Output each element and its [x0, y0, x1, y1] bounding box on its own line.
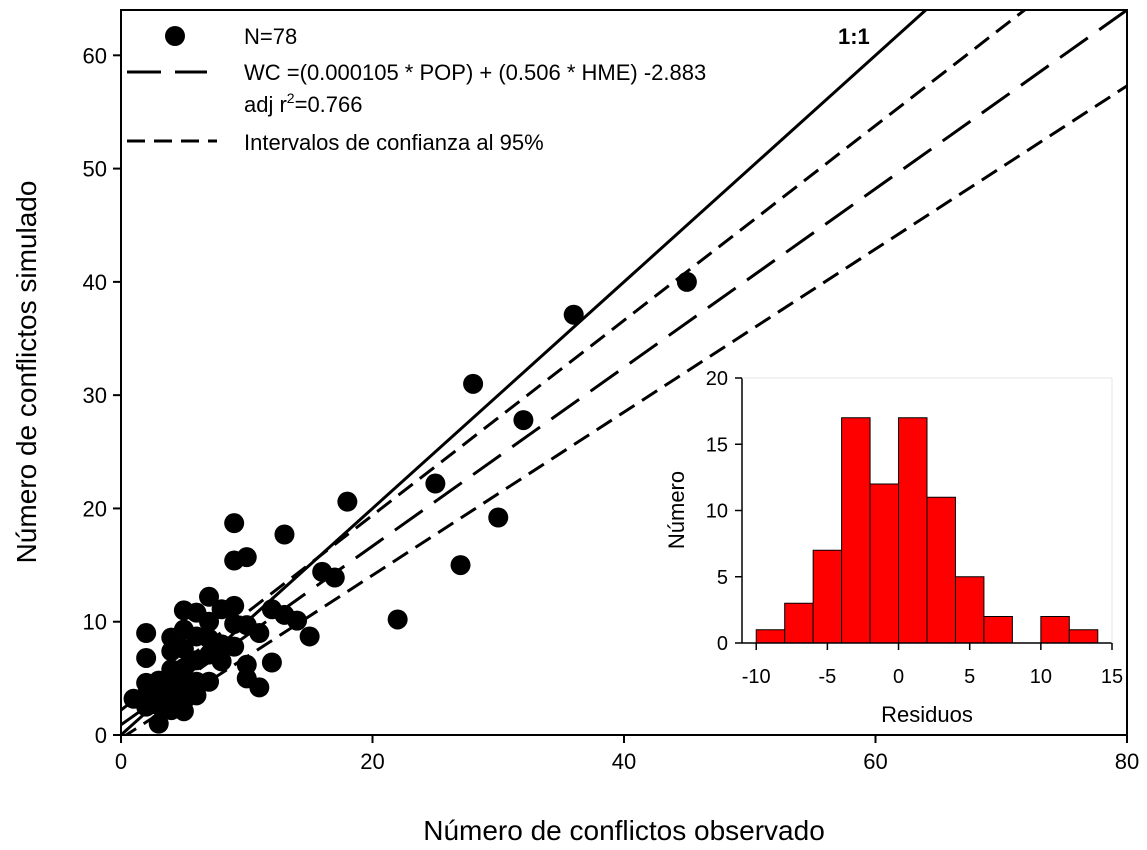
data-point [274, 524, 295, 545]
legend-ci-label: Intervalos de confianza al 95% [244, 130, 544, 155]
data-point [324, 567, 345, 588]
histogram-bar [954, 576, 985, 644]
x-tick-label: 20 [360, 749, 384, 774]
histogram-bar [812, 549, 843, 644]
x-axis-title: Número de conflictos observado [423, 815, 825, 846]
legend-r2-sup: 2 [287, 90, 295, 106]
data-point [337, 491, 358, 512]
data-point [199, 611, 220, 632]
y-tick-label: 40 [83, 270, 107, 295]
data-point [676, 271, 697, 292]
y-tick-label: 10 [83, 610, 107, 635]
histogram-bar [983, 616, 1013, 644]
x-tick-label: 80 [1115, 749, 1139, 774]
y-tick-label: 20 [83, 496, 107, 521]
data-point [513, 410, 534, 431]
legend-equation-label: WC =(0.000105 * POP) + (0.506 * HME) -2.… [244, 60, 706, 85]
inset-y-axis-title: Número [664, 471, 689, 549]
data-point [387, 609, 408, 630]
inset-x-tick-label: 0 [893, 666, 904, 688]
data-point [224, 595, 245, 616]
data-point [450, 555, 471, 576]
main-plot-points [123, 271, 697, 734]
inset-y-tick-label: 5 [717, 567, 728, 589]
inset-x-tick-label: 15 [1101, 666, 1123, 688]
y-axis-title: Número de conflictos simulado [11, 181, 42, 564]
data-point [136, 623, 157, 644]
data-point [199, 586, 220, 607]
ci-lower-line [123, 84, 1127, 735]
data-point [148, 713, 169, 734]
inset-x-tick-label: -10 [742, 666, 771, 688]
data-point [224, 636, 245, 657]
histogram-bar [755, 629, 786, 644]
legend-r2-value: =0.766 [295, 92, 363, 117]
histogram-bar [898, 417, 928, 644]
legend-r2-prefix: adj r [244, 92, 287, 117]
data-point [249, 677, 270, 698]
histogram-bar [1040, 616, 1070, 644]
data-point [463, 373, 484, 394]
data-point [236, 547, 257, 568]
data-point [299, 626, 320, 647]
inset-x-axis-title: Residuos [881, 702, 973, 727]
x-tick-label: 0 [115, 749, 127, 774]
data-point [563, 304, 584, 325]
x-tick-label: 40 [612, 749, 636, 774]
identity-line [121, 10, 929, 735]
histogram-bar [869, 483, 900, 644]
legend-r2-label: adj r2=0.766 [244, 90, 363, 117]
inset-y-tick-label: 0 [717, 633, 728, 655]
legend-n-label: N=78 [244, 24, 297, 49]
inset-x-tick-label: 10 [1030, 666, 1052, 688]
y-tick-label: 0 [95, 723, 107, 748]
data-point [173, 701, 194, 722]
ci-upper-line [121, 10, 1028, 712]
histogram-bar [926, 496, 956, 644]
y-tick-label: 60 [83, 43, 107, 68]
regression-line [121, 10, 1127, 727]
data-point [199, 671, 220, 692]
inset-y-tick-label: 20 [706, 368, 728, 390]
inset-axis-ticks: -10 -5 0 5 10 15 0 5 10 15 20 [706, 368, 1123, 688]
histogram-bar [841, 417, 871, 644]
data-point [287, 610, 308, 631]
inset-x-tick-label: -5 [818, 666, 836, 688]
data-point [425, 473, 446, 494]
data-point [224, 513, 245, 534]
main-plot-lines [121, 10, 1127, 735]
histogram-bar [784, 602, 814, 644]
data-point [186, 685, 207, 706]
data-point [211, 651, 232, 672]
y-tick-label: 50 [83, 157, 107, 182]
y-tick-label: 30 [83, 383, 107, 408]
x-tick-label: 60 [863, 749, 887, 774]
identity-line-annotation: 1:1 [838, 24, 870, 49]
data-point [488, 507, 509, 528]
data-point [136, 647, 157, 668]
legend: N=78 WC =(0.000105 * POP) + (0.506 * HME… [127, 24, 706, 155]
legend-marker-points [165, 26, 185, 46]
histogram-bar [1068, 629, 1099, 644]
inset-y-tick-label: 15 [706, 434, 728, 456]
inset-x-tick-label: 5 [964, 666, 975, 688]
inset-y-tick-label: 10 [706, 501, 728, 523]
data-point [261, 652, 282, 673]
data-point [249, 623, 270, 644]
